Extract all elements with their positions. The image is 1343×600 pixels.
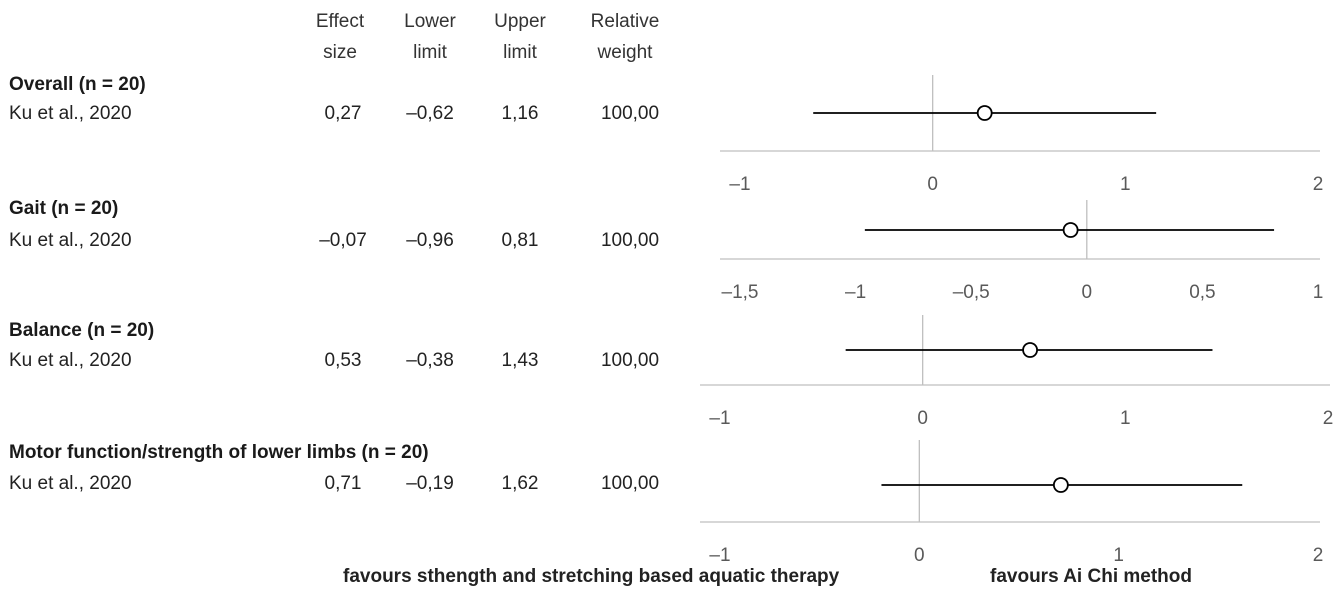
tick-label-balance: 2 (1323, 408, 1334, 429)
tick-label-overall: 1 (1120, 174, 1131, 195)
favours-right-label: favours Ai Chi method (990, 566, 1192, 587)
effect-point-motor-function (1052, 477, 1069, 493)
tick-label-gait: 0 (1082, 282, 1093, 303)
upper-limit-balance: 1,43 (501, 350, 539, 371)
lower-limit-motor-function: –0,19 (406, 473, 454, 494)
favours-left-label: favours sthength and stretching based aq… (343, 566, 840, 587)
effect-size-balance: 0,53 (324, 350, 362, 371)
header-lower-line1: Lower (404, 11, 456, 32)
effect-point-overall (976, 105, 993, 121)
header-upper-limit: Upper limit (485, 6, 555, 68)
header-lower-line2: limit (413, 42, 447, 63)
tick-label-overall: –1 (729, 174, 750, 195)
lower-limit-balance: –0,38 (406, 350, 454, 371)
upper-limit-overall: 1,16 (501, 103, 539, 124)
group-title-gait: Gait (n = 20) (9, 198, 119, 219)
group-title-balance: Balance (n = 20) (9, 320, 155, 341)
tick-label-gait: 1 (1313, 282, 1324, 303)
header-upper-line2: limit (503, 42, 537, 63)
tick-label-motor-function: 1 (1113, 545, 1124, 566)
header-upper-line1: Upper (494, 11, 546, 32)
tick-label-overall: 2 (1313, 174, 1324, 195)
header-weight-line1: Relative (590, 11, 660, 32)
header-lower-limit: Lower limit (395, 6, 465, 68)
upper-limit-gait: 0,81 (501, 230, 539, 251)
header-effect-line1: Effect (315, 11, 365, 32)
study-label-motor-function: Ku et al., 2020 (9, 473, 132, 494)
tick-label-overall: 0 (927, 174, 938, 195)
effect-size-gait: –0,07 (319, 230, 367, 251)
effect-point-balance (1022, 342, 1038, 358)
header-effect-line2: size (323, 42, 357, 63)
header-effect-size: Effect size (305, 6, 375, 68)
study-label-gait: Ku et al., 2020 (9, 230, 132, 251)
relative-weight-motor-function: 100,00 (600, 473, 660, 494)
study-label-balance: Ku et al., 2020 (9, 350, 132, 371)
tick-label-gait: –0,5 (953, 282, 990, 303)
tick-label-motor-function: 2 (1313, 545, 1324, 566)
lower-limit-gait: –0,96 (406, 230, 454, 251)
tick-label-balance: 1 (1120, 408, 1131, 429)
tick-label-motor-function: 0 (914, 545, 925, 566)
tick-label-balance: 0 (917, 408, 928, 429)
relative-weight-overall: 100,00 (600, 103, 660, 124)
tick-label-gait: –1 (845, 282, 866, 303)
tick-label-gait: –1,5 (722, 282, 759, 303)
relative-weight-gait: 100,00 (600, 230, 660, 251)
effect-size-overall: 0,27 (324, 103, 362, 124)
upper-limit-motor-function: 1,62 (501, 473, 539, 494)
header-relative-weight: Relative weight (580, 6, 670, 68)
study-label-overall: Ku et al., 2020 (9, 103, 132, 124)
tick-label-gait: 0,5 (1189, 282, 1215, 303)
tick-label-motor-function: –1 (709, 545, 730, 566)
lower-limit-overall: –0,62 (406, 103, 454, 124)
group-title-overall: Overall (n = 20) (9, 74, 146, 95)
header-weight-line2: weight (597, 42, 653, 63)
tick-label-balance: –1 (709, 408, 730, 429)
effect-size-motor-function: 0,71 (324, 473, 362, 494)
effect-point-gait (1062, 222, 1079, 238)
relative-weight-balance: 100,00 (600, 350, 660, 371)
group-title-motor-function: Motor function/strength of lower limbs (… (9, 442, 429, 463)
